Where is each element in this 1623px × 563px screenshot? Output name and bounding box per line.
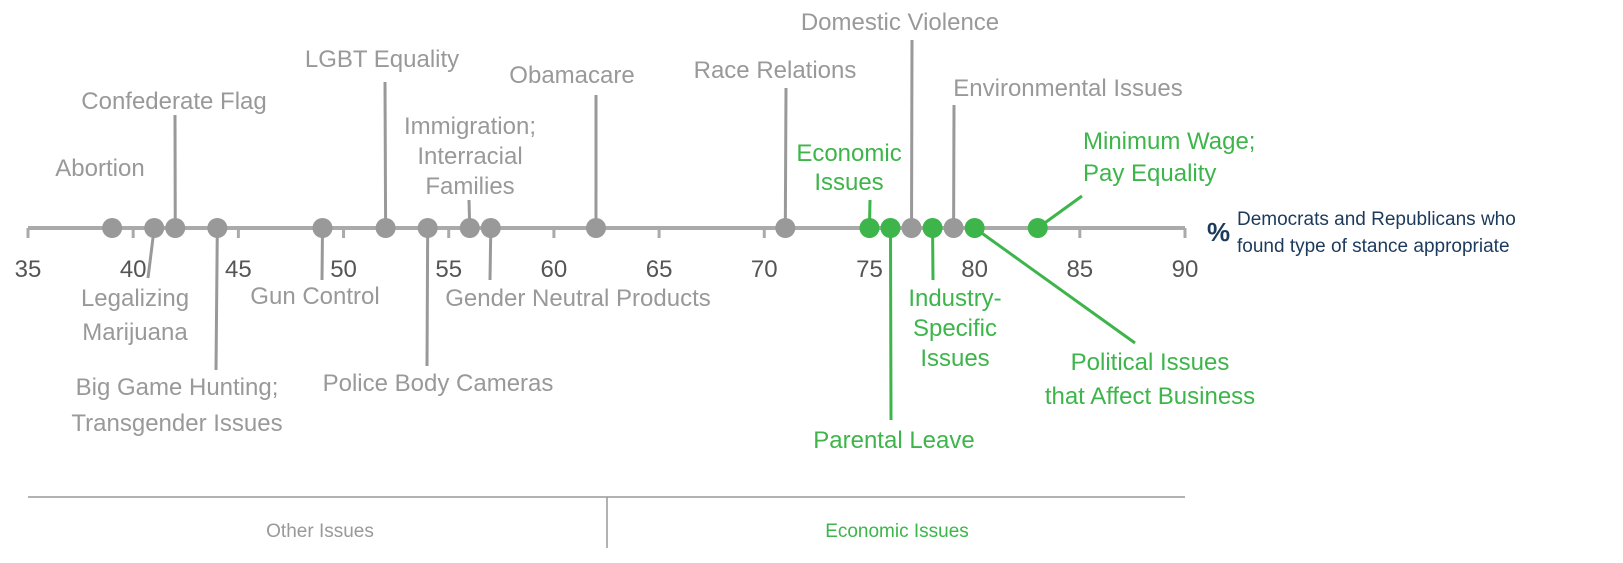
x-tick-label: 50 (330, 256, 357, 283)
dot (880, 218, 901, 238)
x-tick-label: 60 (541, 256, 568, 283)
point-label: Race Relations (694, 57, 857, 84)
dot (585, 218, 606, 238)
point-label: Environmental Issues (953, 75, 1182, 102)
dot (964, 218, 985, 238)
dot (1027, 218, 1048, 238)
x-tick-label: 75 (856, 256, 883, 283)
x-axis-label: found type of stance appropriate (1237, 236, 1510, 257)
point-label: Domestic Violence (801, 9, 999, 36)
point-label: Political Issues (1071, 349, 1230, 376)
point-label: Minimum Wage; (1083, 128, 1255, 155)
point-label: Confederate Flag (81, 88, 266, 115)
point-label: that Affect Business (1045, 383, 1255, 410)
dot (207, 218, 228, 238)
point-label: Legalizing (81, 285, 189, 312)
point-label: Transgender Issues (71, 410, 282, 437)
dot (901, 218, 922, 238)
dot (144, 218, 165, 238)
x-axis-label: Democrats and Republicans who (1237, 209, 1516, 230)
legend-label: Other Issues (266, 521, 374, 542)
leader-line (425, 227, 430, 367)
point-label: Gun Control (250, 283, 379, 310)
legend-label: Economic Issues (825, 521, 969, 542)
x-tick-label: 55 (435, 256, 462, 283)
point-label: Interracial (417, 143, 522, 170)
point-label: Immigration; (404, 113, 536, 140)
x-tick-label: 65 (646, 256, 673, 283)
dot (922, 218, 943, 238)
point-label: Abortion (55, 155, 144, 182)
dot (480, 218, 501, 238)
point-label: Issues (814, 169, 883, 196)
x-unit: % (1207, 217, 1230, 247)
point-label: Issues (920, 345, 989, 372)
point-label: LGBT Equality (305, 46, 459, 73)
leader-line (214, 227, 219, 371)
point-label: Obamacare (509, 62, 634, 89)
point-label: Industry- (908, 285, 1001, 312)
x-tick-label: 80 (961, 256, 988, 283)
dot (859, 218, 880, 238)
point-label: Police Body Cameras (323, 370, 554, 397)
leader-line (383, 81, 388, 229)
point-label: Specific (913, 315, 997, 342)
leader-line (783, 87, 788, 229)
x-tick-label: 85 (1066, 256, 1093, 283)
leader-line (973, 226, 1136, 345)
point-label: Pay Equality (1083, 160, 1216, 187)
leader-line (888, 227, 893, 421)
dot (775, 218, 796, 238)
x-tick-label: 45 (225, 256, 252, 283)
point-label: Gender Neutral Products (445, 285, 710, 312)
dot (165, 218, 186, 238)
x-tick-label: 70 (751, 256, 778, 283)
x-tick-label: 40 (120, 256, 147, 283)
dot (102, 218, 123, 238)
point-label: Families (425, 173, 514, 200)
dot (312, 218, 333, 238)
dot (943, 218, 964, 238)
dot (459, 218, 480, 238)
x-tick-label: 35 (15, 256, 42, 283)
point-label: Parental Leave (813, 427, 974, 454)
dot (417, 218, 438, 238)
dot (375, 218, 396, 238)
point-label: Big Game Hunting; (76, 374, 279, 401)
x-tick-label: 90 (1172, 256, 1199, 283)
point-label: Marijuana (82, 319, 188, 346)
point-label: Economic (796, 140, 901, 167)
